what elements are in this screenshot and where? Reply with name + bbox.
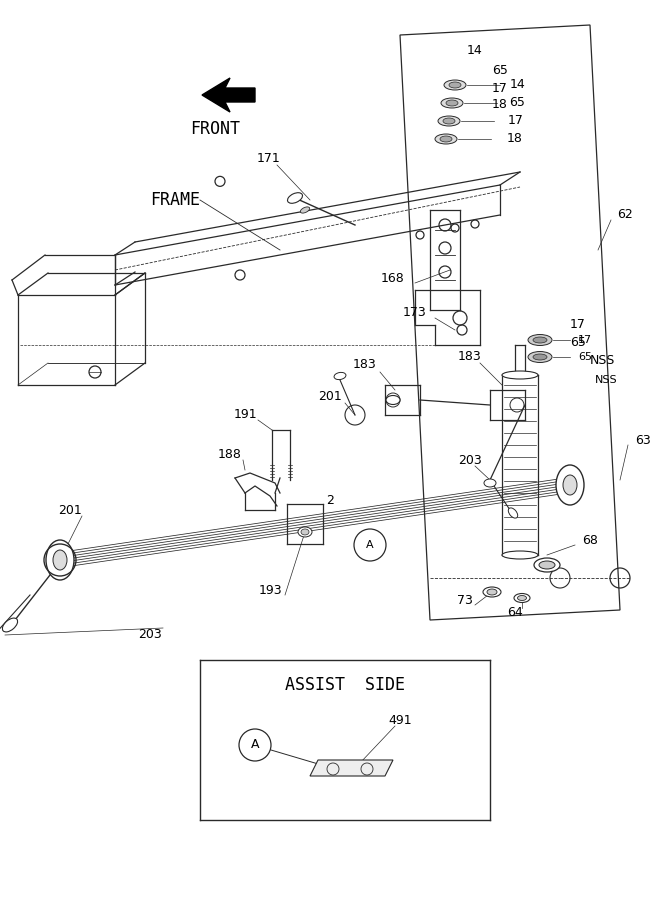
Ellipse shape: [502, 371, 538, 379]
Text: 193: 193: [258, 583, 282, 597]
Text: 17: 17: [492, 82, 508, 94]
Text: A: A: [251, 739, 259, 752]
Text: 203: 203: [138, 628, 162, 642]
Ellipse shape: [300, 207, 309, 213]
Ellipse shape: [334, 373, 346, 380]
Ellipse shape: [556, 465, 584, 505]
Text: 17: 17: [578, 335, 592, 345]
Ellipse shape: [487, 589, 497, 595]
Text: 62: 62: [617, 209, 633, 221]
Text: 201: 201: [58, 503, 82, 517]
Text: 65: 65: [492, 64, 508, 76]
Ellipse shape: [528, 352, 552, 363]
Ellipse shape: [533, 354, 547, 360]
Ellipse shape: [483, 587, 501, 597]
Text: 171: 171: [257, 151, 281, 165]
Text: 17: 17: [508, 114, 524, 128]
Text: 201: 201: [318, 391, 342, 403]
Text: A: A: [366, 540, 374, 550]
Ellipse shape: [46, 540, 74, 580]
Text: 168: 168: [381, 272, 405, 284]
Text: 68: 68: [582, 534, 598, 546]
Text: 183: 183: [353, 358, 377, 372]
Text: 14: 14: [510, 78, 526, 92]
Polygon shape: [400, 25, 620, 620]
Ellipse shape: [563, 475, 577, 495]
Text: 183: 183: [458, 349, 482, 363]
Polygon shape: [202, 78, 255, 112]
Ellipse shape: [441, 98, 463, 108]
Ellipse shape: [3, 618, 17, 632]
Ellipse shape: [287, 193, 303, 203]
Ellipse shape: [539, 561, 555, 569]
Text: 18: 18: [507, 132, 523, 146]
Text: 491: 491: [388, 714, 412, 726]
Ellipse shape: [518, 596, 526, 600]
Ellipse shape: [298, 527, 312, 537]
Polygon shape: [310, 760, 393, 776]
Ellipse shape: [438, 116, 460, 126]
Text: 63: 63: [635, 434, 651, 446]
Text: FRAME: FRAME: [150, 191, 200, 209]
Ellipse shape: [444, 80, 466, 90]
Ellipse shape: [484, 479, 496, 487]
Ellipse shape: [528, 335, 552, 346]
Text: 188: 188: [218, 448, 242, 462]
Text: FRONT: FRONT: [190, 120, 240, 138]
Ellipse shape: [435, 134, 457, 144]
Ellipse shape: [514, 593, 530, 602]
Text: 203: 203: [458, 454, 482, 466]
Text: NSS: NSS: [595, 375, 618, 385]
Text: 14: 14: [467, 43, 483, 57]
Text: 65: 65: [570, 336, 586, 348]
Ellipse shape: [533, 337, 547, 343]
Text: 65: 65: [509, 96, 525, 110]
Text: 73: 73: [457, 593, 473, 607]
Ellipse shape: [440, 136, 452, 142]
Text: 65: 65: [578, 352, 592, 362]
Text: NSS: NSS: [590, 354, 616, 366]
Text: ASSIST  SIDE: ASSIST SIDE: [285, 676, 405, 694]
Ellipse shape: [301, 529, 309, 535]
Ellipse shape: [446, 100, 458, 106]
Ellipse shape: [502, 551, 538, 559]
Ellipse shape: [508, 508, 518, 518]
Ellipse shape: [53, 550, 67, 570]
Text: 173: 173: [403, 305, 427, 319]
Text: 2: 2: [326, 493, 334, 507]
Text: 191: 191: [233, 409, 257, 421]
Text: 64: 64: [507, 607, 523, 619]
Ellipse shape: [534, 558, 560, 572]
Text: 18: 18: [492, 98, 508, 112]
Ellipse shape: [443, 118, 455, 124]
Ellipse shape: [386, 395, 400, 404]
Text: 17: 17: [570, 319, 586, 331]
Ellipse shape: [449, 82, 461, 88]
